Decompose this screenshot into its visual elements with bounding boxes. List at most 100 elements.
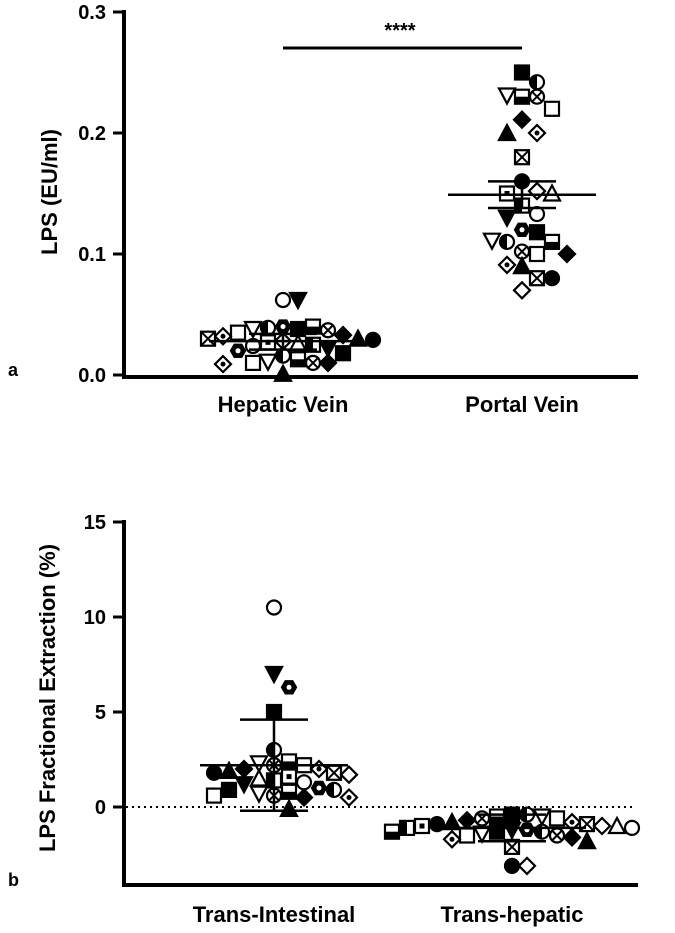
data-point-1-11 bbox=[527, 181, 547, 201]
data-point-1-28 bbox=[503, 857, 521, 875]
significance-stars: **** bbox=[384, 20, 415, 42]
panel-a-label: a bbox=[8, 360, 19, 380]
data-point-1-25 bbox=[442, 829, 462, 849]
data-point-0-9 bbox=[333, 325, 353, 345]
data-point-1-28 bbox=[543, 270, 561, 287]
panel-a: a LPS (EU/ml) 0.00.10.20.3 Hepatic Vein … bbox=[8, 2, 638, 417]
data-point-0-18 bbox=[295, 774, 313, 791]
data-point-0-26 bbox=[205, 787, 223, 804]
panel-a-ylabel: LPS (EU/ml) bbox=[37, 129, 62, 255]
data-point-0-9 bbox=[234, 759, 254, 779]
data-point-0-11 bbox=[219, 760, 239, 780]
data-point-1-5 bbox=[543, 100, 561, 117]
data-point-0-29 bbox=[279, 798, 299, 818]
data-point-1-8 bbox=[497, 122, 517, 142]
data-point-0-25 bbox=[304, 354, 322, 371]
data-point-0-14 bbox=[339, 765, 359, 785]
data-point-0-15 bbox=[280, 768, 298, 785]
data-point-0-29 bbox=[273, 363, 293, 382]
data-point-1-21 bbox=[482, 232, 502, 252]
data-point-1-13 bbox=[542, 183, 562, 202]
data-point-1-24 bbox=[557, 244, 577, 264]
data-point-0-26 bbox=[244, 354, 262, 371]
data-point-1-1 bbox=[528, 74, 546, 91]
data-point-1-18 bbox=[528, 224, 546, 241]
panel-b: b LPS Fractional Extraction (%) 0 5 10 15 T… bbox=[8, 512, 641, 927]
data-point-1-14 bbox=[398, 819, 416, 837]
data-point-0-22 bbox=[325, 781, 343, 799]
data-point-0-13 bbox=[364, 331, 382, 349]
category-label-portal-vein: Portal Vein bbox=[465, 392, 579, 417]
data-point-1-8 bbox=[442, 811, 462, 831]
data-point-1-26 bbox=[512, 255, 532, 275]
data-point-1-15 bbox=[623, 819, 641, 837]
data-point-0-0 bbox=[274, 291, 292, 309]
data-point-1-29 bbox=[517, 856, 537, 876]
panel-b-label: b bbox=[8, 870, 19, 890]
y-tick-label-15: 15 bbox=[84, 512, 106, 534]
data-point-1-6 bbox=[512, 110, 532, 130]
data-point-1-19 bbox=[498, 233, 516, 250]
y-tick-label-5: 5 bbox=[95, 702, 106, 724]
y-tick-label-0.0: 0.0 bbox=[78, 365, 106, 387]
data-point-1-20 bbox=[383, 823, 401, 840]
data-point-0-23 bbox=[280, 783, 298, 800]
data-point-0-16 bbox=[249, 768, 269, 787]
data-point-0-6 bbox=[243, 320, 263, 340]
data-point-0-7 bbox=[319, 322, 337, 339]
data-point-1-16 bbox=[497, 209, 517, 229]
data-point-1-9 bbox=[513, 149, 531, 166]
data-point-0-11 bbox=[348, 328, 368, 347]
data-point-1-23 bbox=[458, 827, 476, 844]
category-label-trans-intestinal: Trans-Intestinal bbox=[193, 902, 356, 927]
y-tick-label-10: 10 bbox=[84, 607, 106, 629]
y-tick-label-0.3: 0.3 bbox=[78, 2, 106, 24]
y-tick-label-0.2: 0.2 bbox=[78, 123, 106, 145]
data-point-0-16 bbox=[288, 333, 308, 352]
data-point-0-5 bbox=[304, 318, 322, 335]
data-point-1-23 bbox=[528, 245, 546, 263]
data-point-0-20 bbox=[310, 780, 328, 796]
data-point-0-28 bbox=[339, 787, 359, 808]
data-point-1-12 bbox=[413, 817, 431, 835]
data-point-0-12 bbox=[199, 330, 217, 347]
data-point-1-17 bbox=[513, 222, 531, 237]
data-point-1-5 bbox=[548, 810, 566, 827]
data-point-0-1 bbox=[264, 665, 284, 685]
data-point-1-13 bbox=[607, 815, 627, 835]
data-point-0-10 bbox=[309, 759, 329, 779]
data-point-0-20 bbox=[229, 343, 247, 358]
data-point-1-7 bbox=[527, 123, 547, 143]
data-point-1-22 bbox=[548, 827, 566, 844]
data-point-0-13 bbox=[205, 764, 223, 781]
data-point-0-23 bbox=[289, 351, 307, 368]
data-point-1-27 bbox=[528, 270, 546, 287]
data-point-0-24 bbox=[258, 353, 278, 373]
data-point-0-27 bbox=[294, 787, 314, 808]
data-point-1-25 bbox=[497, 255, 517, 275]
data-point-0-27 bbox=[318, 353, 338, 373]
data-point-0-3 bbox=[265, 703, 283, 721]
data-point-1-2 bbox=[488, 808, 506, 825]
data-point-1-21 bbox=[472, 825, 492, 844]
data-point-1-20 bbox=[543, 233, 561, 250]
data-point-0-21 bbox=[334, 345, 352, 362]
data-point-0-2 bbox=[280, 680, 298, 695]
data-point-0-21 bbox=[220, 781, 238, 799]
data-point-1-3 bbox=[497, 87, 517, 106]
y-tick-label-0: 0 bbox=[95, 797, 106, 819]
data-point-1-11 bbox=[592, 816, 612, 836]
data-point-1-0 bbox=[513, 64, 531, 81]
data-point-0-0 bbox=[265, 599, 283, 616]
data-point-0-12 bbox=[325, 764, 343, 781]
data-point-0-6 bbox=[249, 755, 269, 774]
data-point-0-2 bbox=[274, 319, 292, 334]
data-point-0-19 bbox=[234, 776, 254, 795]
data-point-1-3 bbox=[532, 808, 552, 827]
data-point-0-8 bbox=[229, 324, 247, 341]
category-label-trans-hepatic: Trans-hepatic bbox=[440, 902, 583, 927]
data-point-1-2 bbox=[513, 88, 531, 105]
y-tick-label-0.1: 0.1 bbox=[78, 244, 106, 266]
data-point-1-4 bbox=[528, 88, 546, 105]
